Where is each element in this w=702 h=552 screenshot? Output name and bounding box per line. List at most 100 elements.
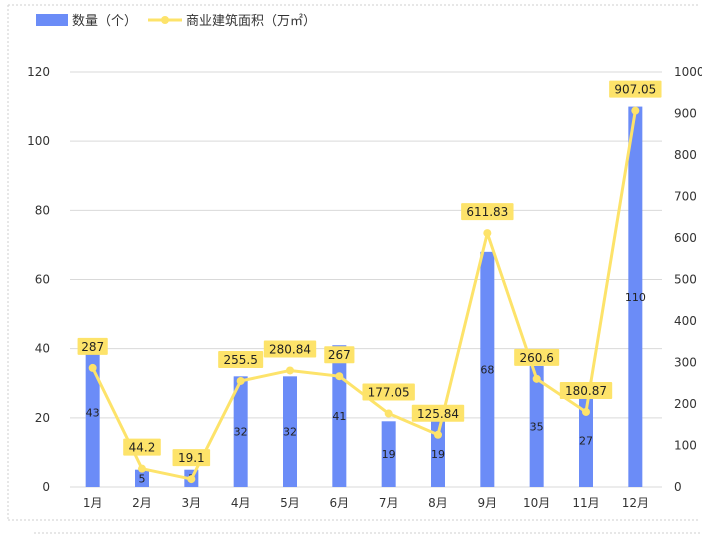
y-left-tick-label: 120 [27, 65, 50, 79]
bar-data-label: 35 [530, 420, 544, 433]
line-point [187, 475, 196, 484]
line-label-text: 255.5 [223, 353, 257, 367]
bar [283, 376, 297, 487]
bar [381, 421, 396, 487]
x-tick-label: 8月 [428, 496, 448, 510]
y-right-tick-label: 900 [674, 107, 697, 121]
line-data-label: 267 [324, 346, 355, 364]
y-axis-right: 0 100 200 300 400 500 600 700 800 900 1000 [674, 65, 702, 494]
y-axis-left: 0 20 40 60 80 100 120 [27, 65, 50, 494]
y-right-tick-label: 300 [674, 356, 697, 370]
line-label-text: 611.83 [466, 205, 508, 219]
line-data-label: 611.83 [461, 203, 514, 221]
x-tick-label: 1月 [83, 496, 103, 510]
y-left-tick-label: 80 [35, 203, 50, 217]
legend-line-marker [161, 16, 169, 24]
bar-data-label: 41 [332, 410, 346, 423]
line-label-box [411, 404, 465, 422]
line-point [88, 363, 97, 372]
line-label-text: 260.6 [519, 351, 553, 365]
bar-data-label: 110 [625, 291, 646, 304]
legend: 数量（个） 商业建筑面积（万㎡） [36, 13, 316, 29]
line-label-text: 280.84 [269, 342, 311, 356]
line-data-label: 907.05 [609, 80, 662, 98]
bar-data-label: 32 [234, 426, 248, 439]
bar [431, 421, 445, 487]
bar-data-label: 32 [283, 426, 297, 439]
y-left-tick-label: 0 [42, 480, 50, 494]
line-label-box [362, 383, 415, 401]
bar [135, 469, 149, 487]
y-right-tick-label: 100 [674, 439, 697, 453]
line-label-text: 287 [81, 340, 104, 354]
x-tick-label: 11月 [572, 496, 599, 510]
bar-labels: 43553232411919683527110 [86, 291, 646, 486]
y-right-tick-label: 1000 [674, 65, 702, 79]
line-label-text: 19.1 [178, 451, 205, 465]
y-left-tick-label: 40 [35, 342, 50, 356]
x-tick-label: 3月 [182, 496, 202, 510]
bar-data-label: 43 [86, 407, 100, 420]
line-point [582, 407, 590, 416]
line-point [631, 106, 640, 115]
line-point [483, 229, 492, 238]
line-label-box [559, 381, 613, 399]
y-right-tick-label: 800 [674, 148, 697, 162]
y-right-tick-label: 400 [674, 314, 697, 328]
y-left-tick-label: 20 [35, 411, 50, 425]
line-data-label: 280.84 [263, 340, 317, 358]
line-point [434, 430, 442, 439]
y-right-tick-label: 0 [674, 480, 682, 494]
x-tick-label: 6月 [330, 496, 350, 510]
legend-line-label: 商业建筑面积（万㎡） [186, 13, 316, 29]
line-data-label: 125.84 [411, 404, 465, 422]
line-data-label: 44.2 [123, 438, 161, 456]
line-label-box [123, 438, 161, 456]
line-label-box [77, 337, 108, 355]
line-label-text: 44.2 [129, 441, 156, 455]
line-label-box [514, 348, 560, 366]
bar-series [85, 106, 643, 487]
legend-bar-swatch [36, 14, 68, 26]
line-point [138, 464, 146, 473]
line-label-box [172, 449, 211, 467]
line-data-label: 255.5 [218, 350, 264, 368]
y-right-tick-label: 500 [674, 273, 697, 287]
x-tick-label: 5月 [280, 496, 300, 510]
line-path [91, 110, 637, 481]
x-axis: 1月 2月 3月 4月 5月 6月 7月 8月 9月 10月 11月 12月 [83, 496, 649, 510]
bar [628, 106, 643, 487]
bar-data-label: 19 [431, 448, 445, 461]
line-data-label: 177.05 [362, 383, 415, 401]
line-label-box [461, 203, 514, 221]
bar [480, 251, 495, 487]
y-right-tick-label: 200 [674, 397, 697, 411]
line-data-label: 19.1 [172, 449, 211, 467]
line-point [532, 374, 541, 383]
line-labels: 287 44.2 19.1 255.5 280.84 267 177.05 125.84 611… [77, 80, 662, 467]
x-tick-label: 4月 [231, 496, 251, 510]
line-point [286, 366, 294, 375]
bar [233, 376, 248, 487]
y-left-tick-label: 100 [27, 134, 50, 148]
y-right-tick-label: 700 [674, 190, 697, 204]
bar [529, 365, 544, 487]
line-data-label: 180.87 [559, 381, 613, 399]
gridlines [70, 71, 662, 488]
line-label-box [609, 80, 662, 98]
line-label-text: 125.84 [417, 407, 459, 421]
bar-data-label: 19 [382, 448, 396, 461]
x-tick-label: 9月 [478, 496, 498, 510]
line-label-box [218, 350, 264, 368]
line-label-text: 177.05 [368, 386, 410, 400]
line-data-label: 287 [77, 337, 108, 355]
line-label-box [324, 346, 355, 364]
line-label-text: 180.87 [565, 384, 607, 398]
line-point [236, 376, 245, 385]
line-series [88, 106, 640, 484]
x-tick-label: 7月 [379, 496, 399, 510]
line-data-label: 260.6 [514, 348, 560, 366]
line-point [335, 372, 344, 381]
x-tick-label: 2月 [132, 496, 152, 510]
